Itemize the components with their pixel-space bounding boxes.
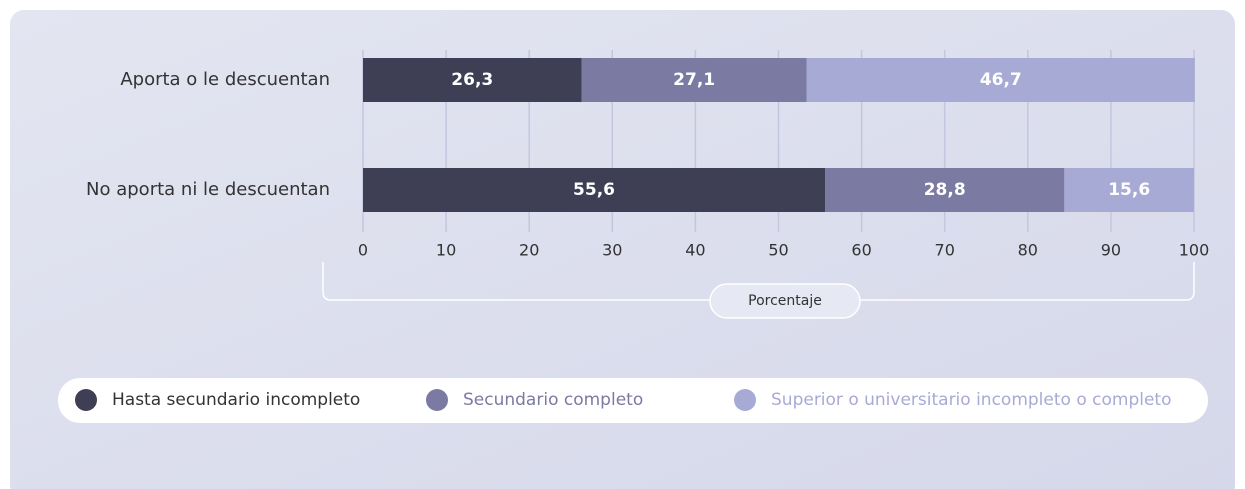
y-tick-label: Aporta o le descuentan xyxy=(120,69,330,90)
x-tick-label: 30 xyxy=(602,241,622,260)
axis-title: Porcentaje xyxy=(748,293,822,309)
x-tick-label: 0 xyxy=(358,241,368,260)
x-tick-label: 80 xyxy=(1018,241,1038,260)
legend-label: Secundario completo xyxy=(463,390,643,410)
legend-box xyxy=(58,378,1208,423)
value-label: 46,7 xyxy=(980,70,1022,90)
value-label: 55,6 xyxy=(573,180,615,200)
x-tick-label: 20 xyxy=(519,241,539,260)
bar-segment xyxy=(825,168,1065,212)
panel xyxy=(10,10,1235,489)
x-tick-label: 60 xyxy=(851,241,871,260)
bar-segment xyxy=(363,58,582,102)
x-tick-label: 10 xyxy=(436,241,456,260)
value-label: 15,6 xyxy=(1108,180,1150,200)
bar-segment xyxy=(806,58,1195,102)
legend-swatch xyxy=(426,389,448,411)
x-tick-label: 70 xyxy=(935,241,955,260)
value-label: 26,3 xyxy=(451,70,493,90)
y-tick-label: No aporta ni le descuentan xyxy=(86,179,330,200)
value-label: 28,8 xyxy=(924,180,966,200)
legend-swatch xyxy=(75,389,97,411)
x-tick-label: 50 xyxy=(768,241,788,260)
bar-segment xyxy=(363,168,826,212)
legend-swatch xyxy=(734,389,756,411)
legend-label: Hasta secundario incompleto xyxy=(112,390,360,410)
x-tick-label: 40 xyxy=(685,241,705,260)
bar-segment xyxy=(1064,168,1194,212)
x-tick-label: 100 xyxy=(1179,241,1210,260)
axis-bracket xyxy=(322,262,1195,301)
value-label: 27,1 xyxy=(673,70,715,90)
x-tick-label: 90 xyxy=(1101,241,1121,260)
bar-segment xyxy=(581,58,807,102)
axis-title-pill xyxy=(709,283,861,319)
legend-label: Superior o universitario incompleto o co… xyxy=(771,390,1172,410)
